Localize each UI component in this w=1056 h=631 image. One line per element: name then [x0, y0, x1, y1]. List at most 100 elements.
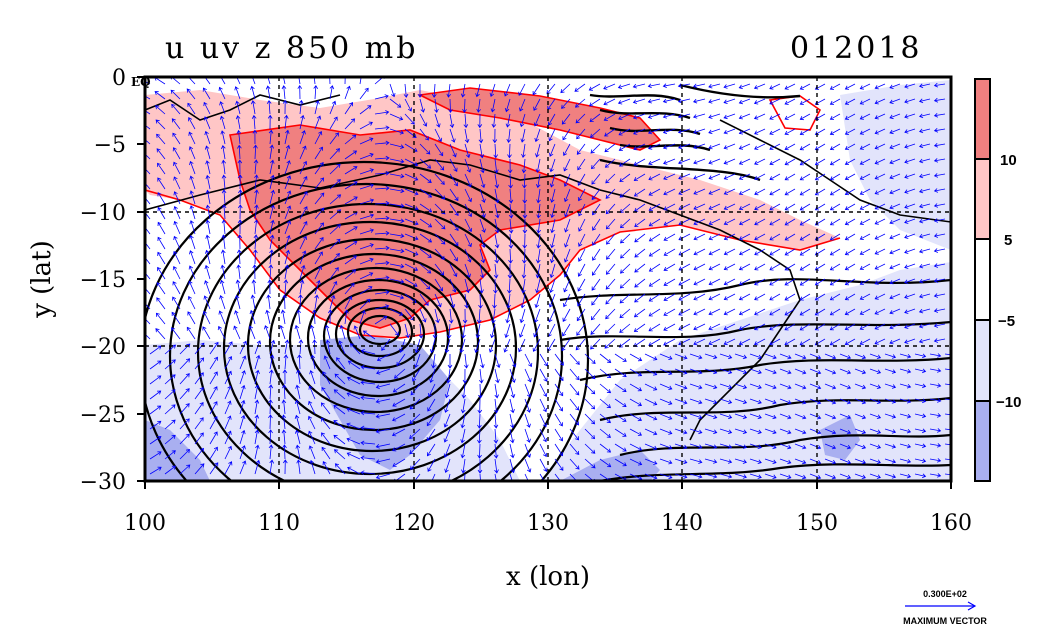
- wind-vector: [604, 128, 616, 137]
- wind-vector: [753, 113, 766, 120]
- wind-vector: [617, 83, 631, 89]
- wind-vector: [295, 444, 301, 460]
- wind-vector: [478, 368, 484, 384]
- wind-vector: [648, 143, 661, 150]
- wind-vector: [584, 353, 596, 364]
- wind-vector: [769, 323, 781, 331]
- wind-vector: [522, 248, 527, 264]
- wind-vector: [874, 218, 886, 225]
- wind-vector: [154, 91, 166, 100]
- wind-vector: [239, 370, 246, 385]
- wind-vector: [344, 166, 358, 175]
- wind-vector: [375, 428, 391, 434]
- wind-vector: [663, 173, 676, 180]
- wind-vector: [479, 158, 485, 174]
- wind-vector: [224, 385, 232, 400]
- wind-vector: [519, 113, 526, 128]
- wind-vector: [599, 398, 611, 409]
- colorbar-segment: [975, 239, 990, 320]
- wind-vector: [224, 430, 232, 445]
- wind-vector: [314, 130, 323, 145]
- wind-vector: [844, 278, 856, 286]
- wind-vector: [723, 203, 736, 210]
- wind-vector: [419, 293, 429, 306]
- wind-vector: [149, 390, 162, 400]
- wind-vector: [359, 213, 375, 220]
- wind-vector: [539, 383, 548, 398]
- wind-vector: [632, 98, 646, 104]
- wind-vector: [933, 218, 946, 223]
- wind-vector: [392, 443, 406, 452]
- wind-vector: [308, 445, 316, 460]
- wind-vector: [320, 402, 331, 415]
- wind-vector: [844, 218, 856, 226]
- wind-vector: [412, 368, 421, 382]
- wind-vector: [569, 473, 580, 481]
- wind-vector: [578, 233, 586, 247]
- wind-vector: [844, 293, 856, 301]
- wind-vector: [171, 118, 181, 130]
- wind-vector: [250, 85, 256, 100]
- wind-vector: [708, 308, 721, 316]
- wind-vector: [449, 158, 458, 172]
- wind-vector: [419, 188, 433, 198]
- wind-vector: [294, 429, 301, 445]
- wind-vector: [576, 323, 586, 336]
- wind-vector: [859, 113, 871, 120]
- wind-vector: [753, 83, 766, 90]
- wind-vector: [919, 173, 931, 179]
- wind-vector: [251, 279, 257, 295]
- wind-vector: [663, 203, 676, 211]
- wind-vector: [794, 353, 807, 360]
- wind-vector: [839, 398, 852, 405]
- wind-vector: [446, 83, 452, 98]
- wind-vector: [829, 293, 841, 301]
- wind-vector: [374, 140, 390, 146]
- wind-vector: [281, 399, 287, 415]
- wind-vector: [299, 191, 308, 205]
- wind-vector: [633, 323, 646, 332]
- wind-vector: [434, 98, 439, 114]
- wind-vector: [188, 146, 196, 160]
- wind-vector: [539, 413, 547, 428]
- wind-vector: [479, 173, 486, 189]
- wind-vector: [809, 413, 822, 420]
- wind-vector: [506, 293, 511, 309]
- wind-vector: [599, 413, 611, 424]
- wind-vector: [391, 428, 406, 437]
- wind-vector: [814, 278, 826, 286]
- wind-vector: [799, 98, 811, 105]
- wind-vector: [659, 443, 673, 450]
- wind-vector: [269, 204, 275, 220]
- wind-vector: [749, 458, 762, 464]
- wind-vector: [449, 113, 455, 129]
- y-tick-label: −25: [80, 403, 126, 428]
- wind-vector: [221, 189, 227, 205]
- wind-vector: [194, 387, 204, 400]
- wind-vector: [409, 398, 421, 410]
- wind-vector: [522, 218, 528, 234]
- wind-vector: [723, 173, 736, 180]
- wind-vector: [294, 324, 301, 340]
- wind-vector: [546, 83, 556, 95]
- wind-vector: [171, 103, 181, 115]
- wind-vector: [590, 323, 601, 335]
- wind-vector: [562, 293, 571, 308]
- wind-vector: [389, 128, 404, 135]
- wind-vector: [689, 473, 703, 479]
- wind-vector: [508, 188, 514, 204]
- wind-vector: [268, 384, 274, 400]
- wind-vector: [203, 310, 211, 325]
- wind-vector: [874, 113, 886, 120]
- wind-vector: [460, 398, 466, 414]
- wind-vector: [419, 128, 429, 141]
- wind-vector: [520, 293, 526, 309]
- wind-vector: [444, 458, 451, 473]
- wind-vector: [323, 355, 331, 370]
- wind-vector: [874, 128, 886, 135]
- wind-vector: [284, 235, 291, 250]
- wind-vector: [310, 354, 316, 370]
- wind-vector: [554, 473, 561, 481]
- wind-vector: [829, 218, 841, 226]
- wind-vector: [164, 404, 176, 415]
